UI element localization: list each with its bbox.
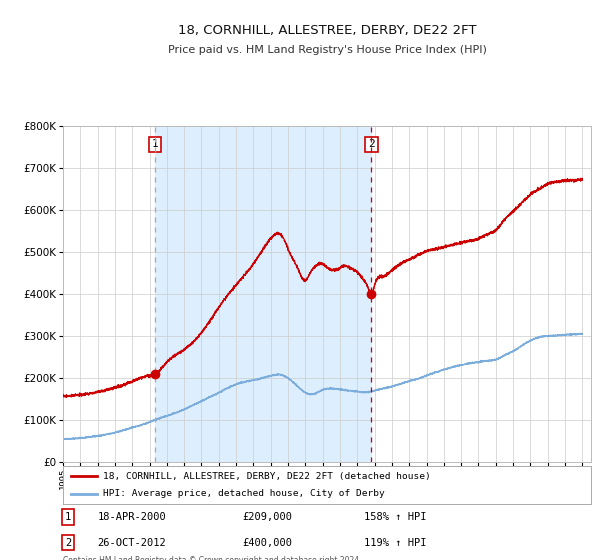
Bar — [155, 126, 371, 462]
Text: 18, CORNHILL, ALLESTREE, DERBY, DE22 2FT: 18, CORNHILL, ALLESTREE, DERBY, DE22 2FT — [178, 24, 476, 38]
Text: 1: 1 — [151, 139, 158, 150]
Text: HPI: Average price, detached house, City of Derby: HPI: Average price, detached house, City… — [103, 489, 385, 498]
Text: 2: 2 — [65, 538, 71, 548]
Text: Contains HM Land Registry data © Crown copyright and database right 2024.
This d: Contains HM Land Registry data © Crown c… — [63, 556, 361, 560]
Text: £400,000: £400,000 — [242, 538, 293, 548]
Text: 18-APR-2000: 18-APR-2000 — [97, 512, 166, 522]
Text: 18, CORNHILL, ALLESTREE, DERBY, DE22 2FT (detached house): 18, CORNHILL, ALLESTREE, DERBY, DE22 2FT… — [103, 472, 430, 480]
Text: 1: 1 — [65, 512, 71, 522]
Text: 119% ↑ HPI: 119% ↑ HPI — [364, 538, 427, 548]
Text: £209,000: £209,000 — [242, 512, 293, 522]
Text: 158% ↑ HPI: 158% ↑ HPI — [364, 512, 427, 522]
Text: 26-OCT-2012: 26-OCT-2012 — [97, 538, 166, 548]
Text: 2: 2 — [368, 139, 375, 150]
Text: Price paid vs. HM Land Registry's House Price Index (HPI): Price paid vs. HM Land Registry's House … — [167, 45, 487, 55]
